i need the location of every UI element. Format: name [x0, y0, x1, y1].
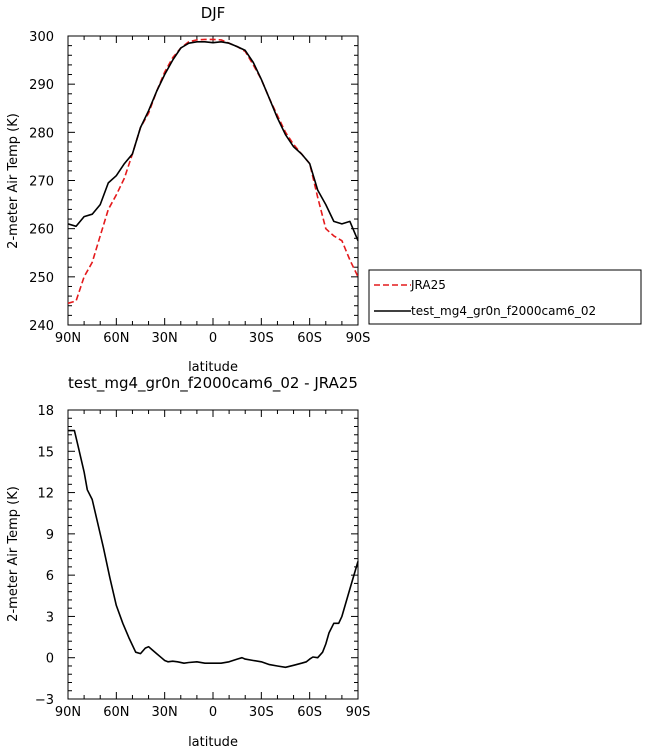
legend-label-model: test_mg4_gr0n_f2000cam6_02 [411, 304, 596, 318]
top-x-axis-label: latitude [188, 360, 238, 375]
top-chart-title: DJF [201, 4, 226, 22]
top-y-tick-label: 260 [29, 223, 54, 238]
bottom-x-tick-label: 30N [152, 705, 178, 720]
bottom-y-tick-label: 0 [46, 652, 54, 667]
bottom-chart-panel: test_mg4_gr0n_f2000cam6_02 - JRA25 90N 60… [6, 374, 370, 750]
bottom-series-layer [68, 429, 359, 669]
top-y-tick-label: 250 [29, 271, 54, 286]
top-y-tick-label: 240 [29, 319, 54, 334]
bottom-x-tick-label: 60S [297, 705, 322, 720]
top-series-test-mg4-gr0n-f2000cam6-02 [67, 40, 359, 242]
top-y-axis-label: 2-meter Air Temp (K) [6, 113, 21, 249]
top-chart-panel: DJF 90N 60N 30N 0 30S 60S 90S 240 250 260 270 280 29… [6, 4, 370, 375]
bottom-y-tick-label: 12 [37, 487, 54, 502]
bottom-y-tick-label: 15 [37, 445, 54, 460]
top-x-tick-label: 90S [346, 331, 371, 346]
top-x-tick-label: 60S [297, 331, 322, 346]
top-x-tick-label: 0 [209, 331, 217, 346]
bottom-chart-title: test_mg4_gr0n_f2000cam6_02 - JRA25 [68, 374, 358, 393]
legend-label-jra25: JRA25 [410, 278, 446, 292]
top-x-tick-label: 60N [103, 331, 129, 346]
top-y-tick-label: 270 [29, 175, 54, 190]
bottom-x-axis-label: latitude [188, 735, 238, 750]
top-series-layer [67, 38, 359, 305]
bottom-x-tick-label: 0 [209, 705, 217, 720]
bottom-plot-frame [67, 409, 359, 700]
bottom-x-tick-label: 90S [346, 705, 371, 720]
top-x-tick-label: 30S [249, 331, 274, 346]
bottom-x-tick-label: 30S [249, 705, 274, 720]
bottom-y-tick-label: 18 [37, 404, 54, 419]
bottom-x-tick-label: 60N [103, 705, 129, 720]
top-x-tick-label: 30N [152, 331, 178, 346]
bottom-axis-ticks: 90N 60N 30N 0 30S 60S 90S −3 0 3 6 9 12 15 18 [35, 404, 371, 720]
bottom-y-tick-label: −3 [35, 693, 54, 708]
bottom-series-line-0 [68, 429, 359, 669]
top-y-tick-label: 280 [29, 126, 54, 141]
legend: JRA25 test_mg4_gr0n_f2000cam6_02 [368, 269, 642, 325]
bottom-y-tick-label: 9 [46, 528, 54, 543]
bottom-x-tick-label: 90N [55, 705, 81, 720]
bottom-y-tick-label: 3 [46, 610, 54, 625]
top-y-tick-label: 300 [29, 30, 54, 45]
top-x-tick-label: 90N [55, 331, 81, 346]
bottom-y-tick-label: 6 [46, 569, 54, 584]
legend-box [368, 269, 642, 325]
top-axis-ticks: 90N 60N 30N 0 30S 60S 90S 240 250 260 270 280 290 300 [29, 30, 370, 346]
bottom-y-axis-label: 2-meter Air Temp (K) [6, 486, 21, 622]
top-series-jra25 [67, 38, 359, 305]
top-y-tick-label: 290 [29, 78, 54, 93]
